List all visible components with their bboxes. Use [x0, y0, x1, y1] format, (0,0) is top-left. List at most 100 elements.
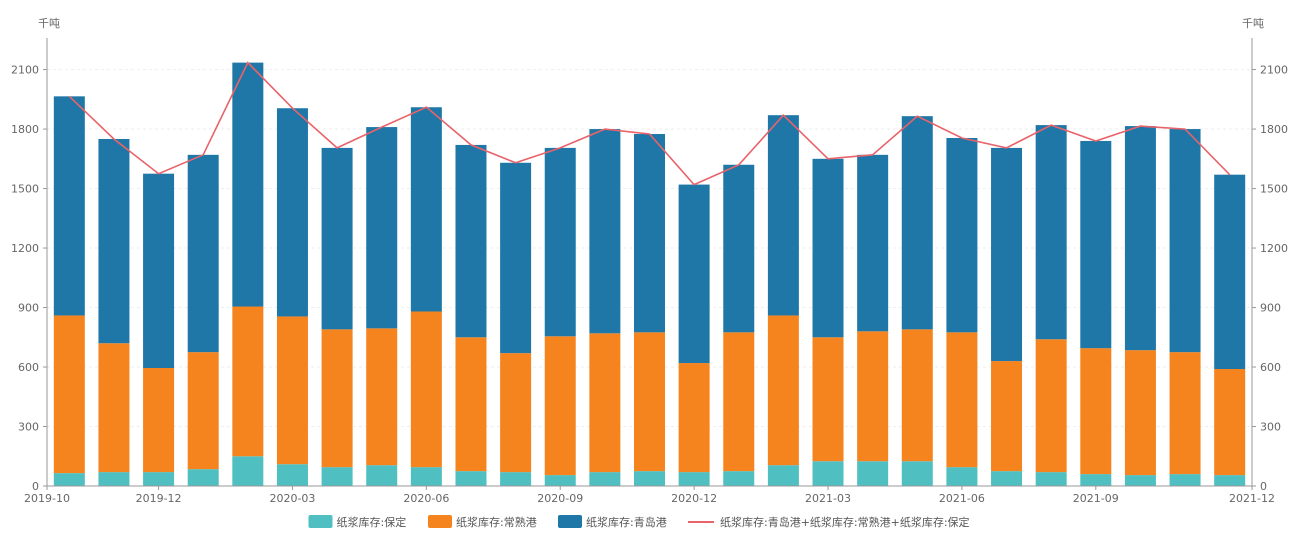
bar-2020-11-s1 [634, 332, 665, 472]
bar-2020-11-s0 [634, 471, 665, 486]
ytick-left-label: 1500 [11, 183, 39, 196]
bar-2021-07-s2 [991, 147, 1023, 362]
bar-2020-02-s0 [232, 456, 264, 486]
bar-2021-09-s0 [1080, 474, 1112, 486]
bar-2021-08-s0 [1035, 472, 1067, 486]
legend-swatch [308, 515, 333, 528]
left-axis-unit: 千吨 [38, 17, 60, 30]
bar-2021-09-s2 [1080, 140, 1112, 349]
bar-2020-04-s2 [321, 147, 353, 330]
bar-2021-03-s1 [812, 337, 844, 462]
axis-layer: 0 0 300 300 600 600 900 900 1200 1200 1500 1500 1800… [11, 38, 1288, 505]
legend: 纸浆库存:保定 纸浆库存:常熟港 纸浆库存:青岛港 纸浆库存:青岛港+纸浆库存:常熟港… [308, 515, 970, 529]
bar-2019-10-s2 [53, 96, 85, 316]
bar-2020-02-s1 [232, 306, 264, 457]
xtick-label: 2021-06 [939, 492, 985, 505]
bar-2021-01-s2 [723, 164, 755, 333]
bar-2021-11-s1 [1169, 352, 1201, 475]
bar-2020-12-s2 [678, 184, 710, 364]
bar-2021-05-s0 [901, 461, 933, 486]
bar-2020-09-s1 [544, 336, 576, 476]
xtick-label: 2019-10 [24, 492, 70, 505]
bar-2021-04-s2 [857, 154, 889, 332]
bar-2020-03-s2 [276, 108, 308, 317]
bar-2020-06-s0 [410, 467, 442, 486]
bar-2021-03-s2 [812, 158, 844, 338]
xtick-label: 2020-06 [403, 492, 449, 505]
bar-2020-11-s2 [634, 134, 665, 333]
ytick-left-label: 1800 [11, 123, 39, 136]
xtick-label: 2020-03 [269, 492, 315, 505]
ytick-left-label: 2100 [11, 64, 39, 77]
ytick-right-label: 900 [1260, 302, 1281, 315]
bar-2019-11-s1 [98, 343, 130, 473]
bar-2021-08-s2 [1035, 125, 1067, 340]
ytick-right-label: 0 [1260, 480, 1267, 493]
bar-2020-10-s0 [589, 472, 621, 486]
bar-2021-03-s0 [812, 461, 844, 486]
bar-2020-05-s0 [366, 465, 398, 486]
ytick-right-label: 1200 [1260, 242, 1288, 255]
bar-2020-04-s1 [321, 329, 353, 468]
bar-2019-10-s0 [53, 473, 85, 486]
ytick-right-label: 1500 [1260, 183, 1288, 196]
bar-2019-10-s1 [53, 315, 85, 474]
bar-2020-10-s1 [589, 333, 621, 473]
bar-2021-04-s1 [857, 331, 889, 462]
bar-2021-04-s0 [857, 461, 889, 486]
bar-2020-07-s2 [455, 144, 487, 338]
xtick-label: 2021-09 [1073, 492, 1119, 505]
bar-2021-11-s2 [1169, 129, 1201, 353]
bar-2020-03-s0 [276, 464, 308, 486]
bar-2020-09-s2 [544, 147, 576, 337]
bar-2021-01-s0 [723, 471, 755, 486]
ytick-left-label: 900 [18, 302, 39, 315]
bar-2021-07-s0 [991, 471, 1023, 486]
bar-2021-01-s1 [723, 332, 755, 472]
bar-2020-06-s2 [410, 107, 442, 312]
bar-2021-02-s2 [767, 115, 799, 316]
bar-2021-12-s1 [1214, 369, 1246, 476]
bar-2021-12-s2 [1214, 174, 1246, 370]
bar-2020-07-s0 [455, 471, 487, 486]
bar-2019-12-s0 [143, 472, 175, 486]
xtick-label: 2020-09 [537, 492, 583, 505]
xtick-label: 2021-03 [805, 492, 851, 505]
bar-2019-12-s2 [143, 173, 175, 369]
legend-label: 纸浆库存:青岛港 [586, 515, 667, 529]
bar-2021-06-s0 [946, 467, 978, 486]
bar-2020-04-s0 [321, 467, 353, 486]
bar-2020-12-s1 [678, 363, 710, 473]
bar-2020-03-s1 [276, 316, 308, 465]
bar-2020-01-s1 [187, 352, 219, 470]
bar-2020-07-s1 [455, 337, 487, 472]
bar-2021-10-s0 [1124, 475, 1156, 486]
legend-label: 纸浆库存:保定 [337, 515, 407, 529]
bar-2020-08-s0 [500, 472, 532, 486]
bar-2021-02-s0 [767, 465, 799, 486]
bar-2021-09-s1 [1080, 348, 1112, 475]
bar-2020-02-s2 [232, 62, 264, 307]
bar-2021-06-s2 [946, 137, 978, 333]
bar-2021-06-s1 [946, 332, 978, 468]
legend-swatch [428, 515, 452, 528]
right-axis-unit: 千吨 [1242, 17, 1264, 30]
bar-2021-11-s0 [1169, 474, 1201, 486]
xtick-label: 2021-12 [1229, 492, 1275, 505]
bar-2020-01-s2 [187, 154, 219, 353]
bar-2020-12-s0 [678, 472, 710, 486]
bar-layer [53, 62, 1246, 486]
legend-swatch [558, 515, 582, 528]
xtick-label: 2020-12 [671, 492, 717, 505]
bar-2021-10-s2 [1124, 126, 1156, 351]
bar-2020-06-s1 [410, 311, 442, 468]
ytick-right-label: 1800 [1260, 123, 1288, 136]
bar-2020-10-s2 [589, 129, 621, 334]
bar-2021-12-s0 [1214, 475, 1246, 486]
legend-label: 纸浆库存:青岛港+纸浆库存:常熟港+纸浆库存:保定 [720, 515, 970, 529]
bar-2021-05-s1 [901, 329, 933, 462]
bar-2021-08-s1 [1035, 339, 1067, 473]
xtick-label: 2019-12 [136, 492, 182, 505]
